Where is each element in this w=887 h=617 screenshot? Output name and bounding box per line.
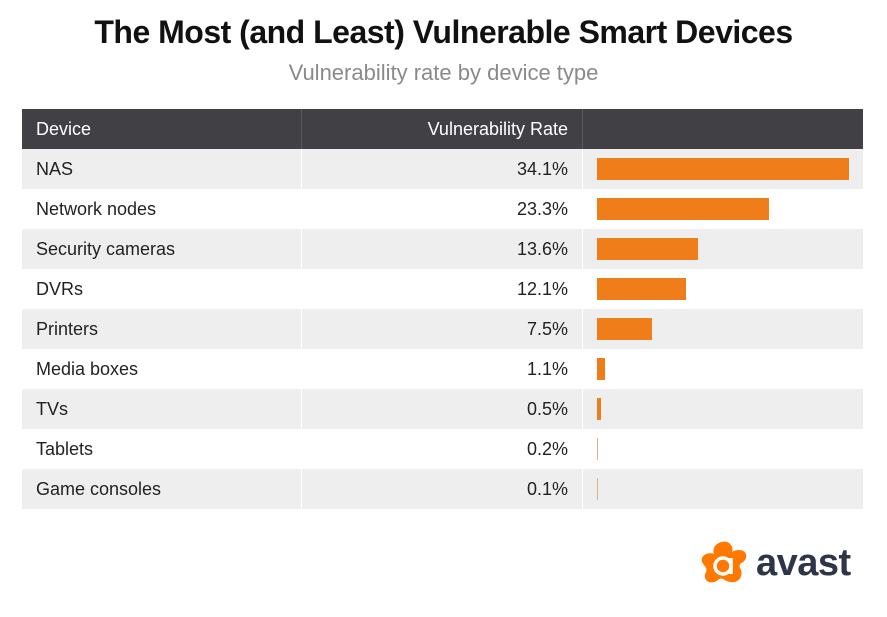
device-name: Printers xyxy=(22,309,302,349)
device-name: Network nodes xyxy=(22,189,302,229)
table-row: TVs 0.5% xyxy=(22,389,863,429)
bar xyxy=(597,278,687,300)
data-table: Device Vulnerability Rate NAS 34.1% Netw… xyxy=(22,109,863,509)
rate-value: 34.1% xyxy=(302,149,583,189)
bar xyxy=(597,198,770,220)
bar-cell xyxy=(583,349,863,389)
rate-value: 1.1% xyxy=(302,349,583,389)
bar xyxy=(597,158,849,180)
device-name: TVs xyxy=(22,389,302,429)
table-row: Game consoles 0.1% xyxy=(22,469,863,509)
avast-wordmark: avast xyxy=(756,541,851,584)
table-row: Security cameras 13.6% xyxy=(22,229,863,269)
bar xyxy=(597,318,653,340)
bar xyxy=(597,238,698,260)
device-name: Security cameras xyxy=(22,229,302,269)
table-row: Printers 7.5% xyxy=(22,309,863,349)
header-device: Device xyxy=(22,109,302,149)
bar-cell xyxy=(583,389,863,429)
chart-title: The Most (and Least) Vulnerable Smart De… xyxy=(94,14,793,50)
bar-cell xyxy=(583,149,863,189)
chart-subtitle: Vulnerability rate by device type xyxy=(288,60,599,85)
bar-cell xyxy=(583,229,863,269)
rate-value: 0.2% xyxy=(302,429,583,469)
device-name: DVRs xyxy=(22,269,302,309)
bar-cell xyxy=(583,429,863,469)
table-row: Network nodes 23.3% xyxy=(22,189,863,229)
bar-cell xyxy=(583,469,863,509)
device-name: Tablets xyxy=(22,429,302,469)
bar-cell xyxy=(583,309,863,349)
header-rate: Vulnerability Rate xyxy=(302,109,583,149)
device-name: Game consoles xyxy=(22,469,302,509)
table-row: Tablets 0.2% xyxy=(22,429,863,469)
avast-logo: avast xyxy=(700,540,851,586)
bar xyxy=(597,478,598,500)
bar xyxy=(597,358,606,380)
bar-cell xyxy=(583,269,863,309)
rate-value: 0.1% xyxy=(302,469,583,509)
table-header: Device Vulnerability Rate xyxy=(22,109,863,149)
bar xyxy=(597,398,601,420)
bar xyxy=(597,438,599,460)
avast-splat-icon xyxy=(701,541,747,583)
device-name: NAS xyxy=(22,149,302,189)
table-row: DVRs 12.1% xyxy=(22,269,863,309)
rate-value: 7.5% xyxy=(302,309,583,349)
bar-cell xyxy=(583,189,863,229)
rate-value: 23.3% xyxy=(302,189,583,229)
table-row: Media boxes 1.1% xyxy=(22,349,863,389)
rate-value: 12.1% xyxy=(302,269,583,309)
rate-value: 13.6% xyxy=(302,229,583,269)
header-bar xyxy=(583,109,863,149)
rate-value: 0.5% xyxy=(302,389,583,429)
device-name: Media boxes xyxy=(22,349,302,389)
table-row: NAS 34.1% xyxy=(22,149,863,189)
